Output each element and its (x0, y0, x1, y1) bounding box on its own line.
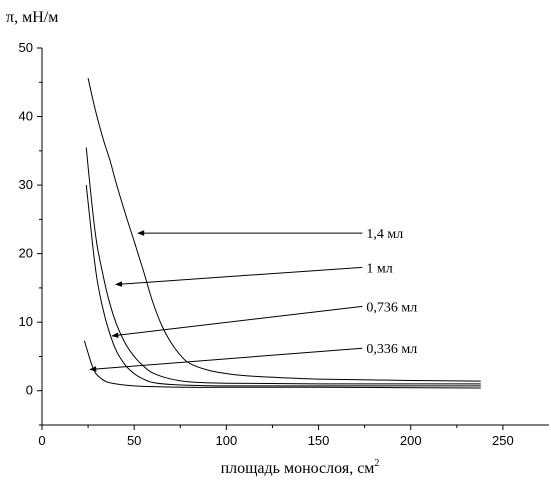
y-tick-label-1: 10 (19, 314, 33, 329)
axes (41, 48, 549, 426)
series-line-2 (85, 185, 481, 387)
x-tick-label-3: 150 (308, 433, 330, 448)
annotations: 1,4 мл 1 мл 0,736 мл 0,336 мл (89, 227, 417, 372)
x-tick-label-4: 200 (400, 433, 422, 448)
y-tick-label-2: 20 (19, 246, 33, 261)
x-axis-title: площадь монослоя, см2 (221, 458, 380, 477)
x-ticks: 0 50 100 150 200 250 (38, 425, 514, 448)
y-tick-label-0: 0 (26, 383, 33, 398)
x-tick-label-1: 50 (127, 433, 141, 448)
x-tick-label-0: 0 (38, 433, 45, 448)
series-label-3: 0,336 мл (366, 342, 417, 357)
y-axis-title: π, мН/м (6, 9, 58, 26)
x-axis-title-text: площадь монослоя, см (221, 460, 375, 477)
series-line-3 (83, 340, 481, 389)
annotation-arrow-2 (111, 305, 363, 338)
series-line-0 (87, 78, 481, 382)
series-line-1 (85, 147, 481, 385)
series-label-0: 1,4 мл (366, 227, 403, 242)
series-label-2: 0,736 мл (366, 300, 417, 315)
x-axis-title-superscript: 2 (374, 458, 379, 469)
curves (83, 78, 481, 389)
y-tick-label-4: 40 (19, 109, 33, 124)
y-tick-label-5: 50 (19, 40, 33, 55)
series-label-1: 1 мл (366, 261, 392, 276)
y-tick-label-3: 30 (19, 177, 33, 192)
y-ticks: 0 10 20 30 40 50 (19, 40, 42, 426)
x-tick-label-2: 100 (216, 433, 238, 448)
annotation-arrow-1 (115, 266, 363, 287)
annotation-arrow-3 (89, 347, 363, 372)
x-tick-label-5: 250 (492, 433, 514, 448)
